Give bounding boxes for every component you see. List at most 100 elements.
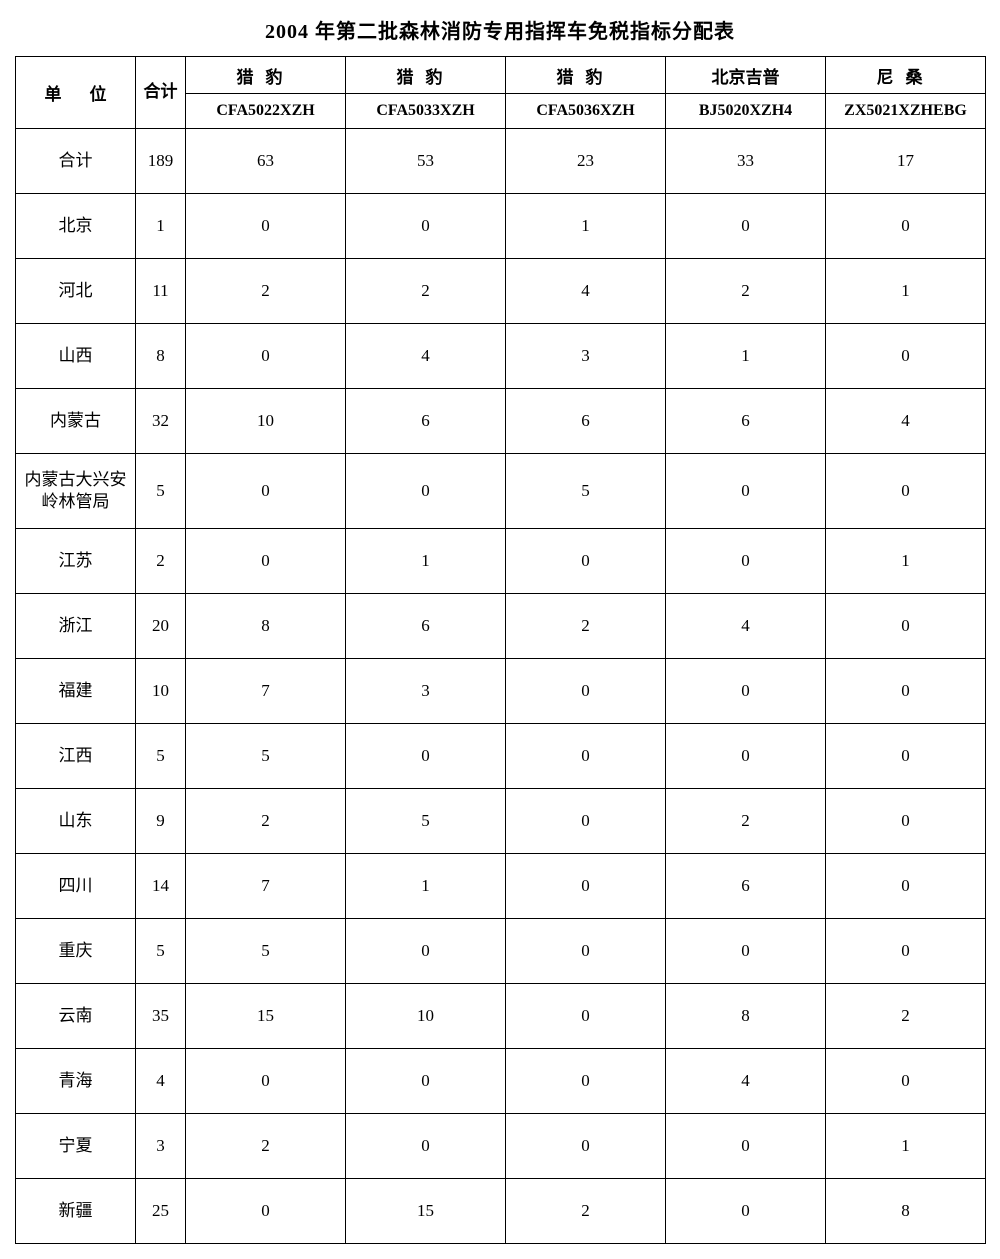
cell-unit: 浙江 (16, 594, 136, 659)
header-unit: 单位 (16, 57, 136, 129)
cell-value: 0 (506, 919, 666, 984)
cell-value: 23 (506, 129, 666, 194)
table-row: 江西550000 (16, 724, 986, 789)
cell-unit: 重庆 (16, 919, 136, 984)
cell-total: 20 (136, 594, 186, 659)
cell-value: 3 (346, 659, 506, 724)
cell-value: 0 (826, 1049, 986, 1114)
header-brand-0: 猎豹 (186, 57, 346, 94)
cell-total: 25 (136, 1179, 186, 1244)
cell-total: 14 (136, 854, 186, 919)
cell-total: 32 (136, 389, 186, 454)
cell-unit: 河北 (16, 259, 136, 324)
table-row: 青海400040 (16, 1049, 986, 1114)
cell-value: 0 (186, 1049, 346, 1114)
table-row: 江苏201001 (16, 529, 986, 594)
header-total: 合计 (136, 57, 186, 129)
allocation-table: 单位 合计 猎豹 猎豹 猎豹 北京吉普 尼桑 CFA5022XZH CFA503… (15, 56, 986, 1244)
cell-value: 1 (826, 529, 986, 594)
cell-value: 0 (346, 724, 506, 789)
cell-value: 0 (186, 1179, 346, 1244)
cell-value: 0 (506, 1049, 666, 1114)
cell-unit: 北京 (16, 194, 136, 259)
cell-value: 0 (666, 454, 826, 529)
cell-value: 1 (346, 854, 506, 919)
cell-value: 8 (186, 594, 346, 659)
cell-value: 0 (506, 659, 666, 724)
header-model-1: CFA5033XZH (346, 94, 506, 129)
cell-value: 0 (666, 1179, 826, 1244)
cell-value: 0 (506, 789, 666, 854)
cell-value: 0 (666, 659, 826, 724)
cell-value: 15 (346, 1179, 506, 1244)
cell-value: 5 (186, 919, 346, 984)
cell-value: 2 (186, 259, 346, 324)
header-brand-3: 北京吉普 (666, 57, 826, 94)
cell-value: 0 (826, 194, 986, 259)
cell-value: 4 (506, 259, 666, 324)
cell-value: 0 (826, 659, 986, 724)
cell-total: 11 (136, 259, 186, 324)
cell-value: 0 (826, 594, 986, 659)
header-brand-1: 猎豹 (346, 57, 506, 94)
cell-value: 8 (666, 984, 826, 1049)
table-row: 北京100100 (16, 194, 986, 259)
cell-value: 0 (666, 724, 826, 789)
cell-value: 0 (826, 454, 986, 529)
cell-value: 0 (346, 194, 506, 259)
cell-value: 3 (506, 324, 666, 389)
cell-value: 0 (506, 984, 666, 1049)
page-title: 2004 年第二批森林消防专用指挥车免税指标分配表 (15, 15, 985, 44)
table-row: 新疆25015208 (16, 1179, 986, 1244)
cell-value: 15 (186, 984, 346, 1049)
cell-unit: 山东 (16, 789, 136, 854)
cell-value: 17 (826, 129, 986, 194)
header-brand-2: 猎豹 (506, 57, 666, 94)
cell-value: 0 (666, 194, 826, 259)
cell-value: 63 (186, 129, 346, 194)
cell-total: 1 (136, 194, 186, 259)
cell-value: 4 (346, 324, 506, 389)
cell-value: 1 (826, 259, 986, 324)
cell-value: 0 (346, 919, 506, 984)
cell-value: 53 (346, 129, 506, 194)
cell-value: 4 (826, 389, 986, 454)
cell-total: 5 (136, 724, 186, 789)
cell-value: 4 (666, 1049, 826, 1114)
cell-value: 0 (506, 529, 666, 594)
table-row: 重庆550000 (16, 919, 986, 984)
cell-value: 10 (346, 984, 506, 1049)
cell-value: 0 (826, 789, 986, 854)
cell-total: 189 (136, 129, 186, 194)
cell-unit: 山西 (16, 324, 136, 389)
cell-value: 0 (186, 529, 346, 594)
cell-total: 4 (136, 1049, 186, 1114)
cell-value: 10 (186, 389, 346, 454)
cell-unit: 宁夏 (16, 1114, 136, 1179)
table-row: 福建1073000 (16, 659, 986, 724)
cell-value: 1 (506, 194, 666, 259)
cell-value: 0 (186, 454, 346, 529)
cell-total: 5 (136, 454, 186, 529)
cell-value: 7 (186, 854, 346, 919)
cell-unit: 内蒙古大兴安岭林管局 (16, 454, 136, 529)
cell-value: 6 (666, 854, 826, 919)
cell-value: 4 (666, 594, 826, 659)
cell-unit: 内蒙古 (16, 389, 136, 454)
cell-value: 7 (186, 659, 346, 724)
cell-value: 0 (506, 854, 666, 919)
cell-unit: 江苏 (16, 529, 136, 594)
cell-value: 1 (826, 1114, 986, 1179)
cell-value: 2 (506, 594, 666, 659)
cell-value: 0 (346, 1114, 506, 1179)
cell-value: 0 (826, 919, 986, 984)
cell-value: 5 (506, 454, 666, 529)
cell-unit: 江西 (16, 724, 136, 789)
cell-value: 2 (186, 1114, 346, 1179)
cell-value: 2 (666, 789, 826, 854)
table-row: 四川1471060 (16, 854, 986, 919)
cell-value: 0 (826, 724, 986, 789)
cell-value: 0 (346, 454, 506, 529)
cell-value: 6 (666, 389, 826, 454)
table-row: 内蒙古大兴安岭林管局500500 (16, 454, 986, 529)
